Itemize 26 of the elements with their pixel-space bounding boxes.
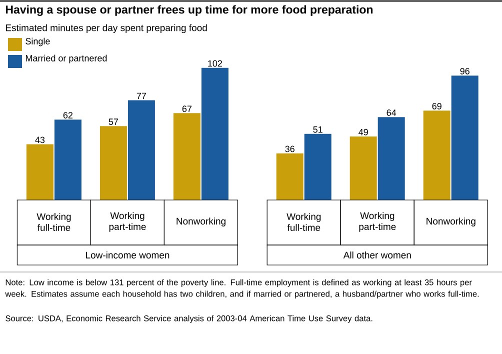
data-label: 102	[208, 60, 222, 67]
data-label: 43	[35, 136, 45, 144]
x-tick-label: Nonworking	[426, 218, 476, 226]
text: Low-income women	[86, 252, 170, 258]
chart-title: Having a spouse or partner frees up time for more food preparation	[6, 5, 373, 16]
data-label: 51	[313, 126, 322, 133]
data-label: 49	[358, 128, 368, 136]
chart-subtitle: Estimated minutes per day spent preparing food	[6, 24, 207, 34]
x-tick-label: Working full-time	[36, 213, 71, 231]
legend-label: Married or partnered	[26, 54, 107, 64]
text: All other women	[343, 252, 411, 258]
x-tick-label: Working part-time	[359, 212, 396, 232]
text: Note: Low income is below 131 percent of the poverty line. Full-time employment is defined as working at least 35 hours per week. Estimates assume each household has two children, and if married or partnered, a husband/partner who works full-time.	[5, 279, 479, 298]
x-tick-label: Working part-time	[109, 212, 146, 232]
x-tick-label: Nonworking	[176, 218, 226, 226]
source-note: Source: USDA, Economic Research Service analysis of 2003-04 American Time Use Survey data.	[6, 315, 372, 323]
data-label: 69	[432, 103, 442, 110]
data-label: 67	[182, 106, 192, 112]
x-tick-label: Working full-time	[286, 213, 321, 231]
data-label: 62	[63, 112, 73, 118]
data-label: 64	[386, 109, 396, 116]
data-label: 77	[136, 92, 146, 100]
data-label: 57	[108, 118, 118, 125]
legend-label: Single	[26, 38, 50, 46]
data-label: 96	[460, 68, 470, 74]
data-label: 36	[285, 146, 294, 152]
